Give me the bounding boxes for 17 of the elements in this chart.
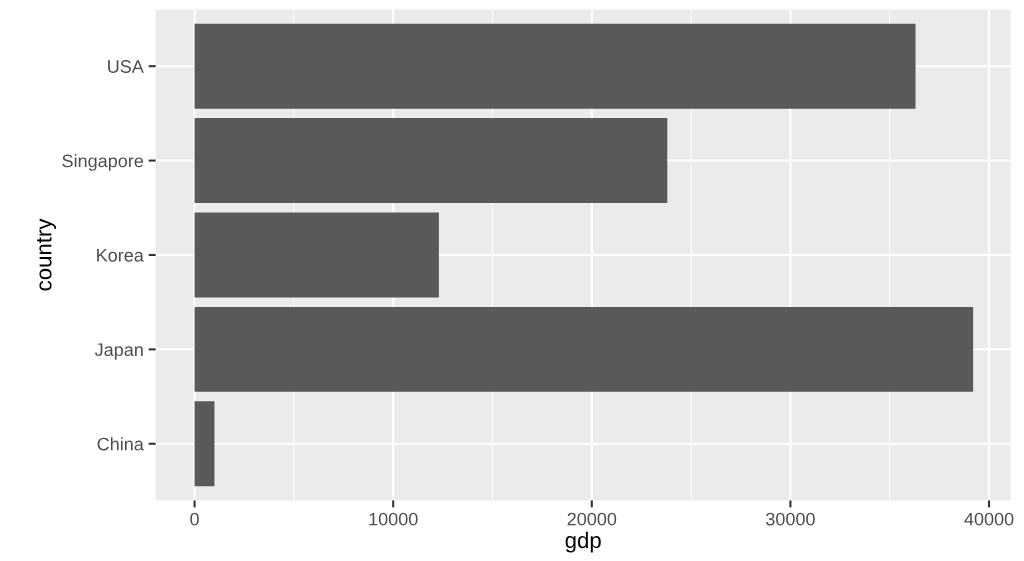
y-tick-label: Singapore <box>62 154 144 171</box>
y-tick-label: Korea <box>97 249 144 262</box>
y-tick-label: USA <box>108 60 144 73</box>
x-tick-label: 20000 <box>567 512 617 526</box>
bar <box>194 306 974 392</box>
x-axis-title: gdp <box>565 531 601 553</box>
x-tick-label: 10000 <box>369 512 418 526</box>
x-tick-label: 0 <box>190 512 199 526</box>
y-tick-label: Japan <box>94 343 143 360</box>
y-axis-title: country <box>37 218 56 291</box>
bar <box>194 23 916 109</box>
bar <box>194 212 439 298</box>
x-tick-label: 30000 <box>766 512 815 526</box>
bar <box>194 118 668 204</box>
y-tick-label: China <box>97 437 144 451</box>
x-tick-label: 40000 <box>964 512 1014 526</box>
bar <box>194 401 215 487</box>
